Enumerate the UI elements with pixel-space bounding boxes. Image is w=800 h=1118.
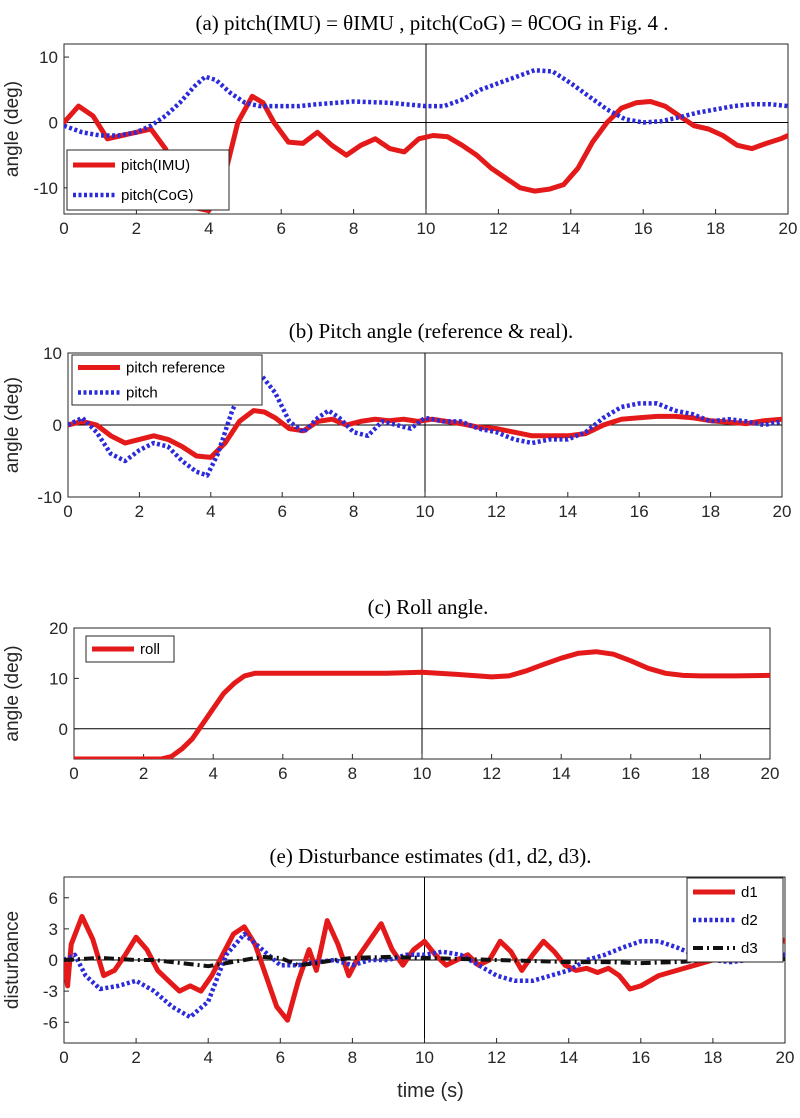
x-tick-label: 4 bbox=[203, 1048, 212, 1067]
x-tick-label: 16 bbox=[634, 219, 653, 238]
series-line-d2 bbox=[64, 931, 785, 1020]
y-tick-label: 10 bbox=[49, 669, 68, 688]
y-tick-label: -6 bbox=[43, 1013, 58, 1032]
y-tick-label: 0 bbox=[59, 720, 68, 739]
legend-box bbox=[71, 354, 263, 406]
legend-label: d3 bbox=[741, 940, 758, 957]
x-tick-label: 8 bbox=[349, 219, 358, 238]
legend-label: pitch(IMU) bbox=[121, 157, 190, 174]
series-line-d1 bbox=[64, 913, 785, 1023]
legend-label: pitch bbox=[126, 385, 158, 402]
x-tick-label: 20 bbox=[776, 1048, 795, 1067]
y-tick-label: 10 bbox=[39, 48, 58, 67]
x-tick-label: 0 bbox=[59, 1048, 68, 1067]
y-axis-label: disturbance bbox=[2, 911, 23, 1009]
x-axis-label: time (s) bbox=[397, 1080, 464, 1102]
x-tick-label: 14 bbox=[559, 1048, 578, 1067]
x-tick-label: 8 bbox=[349, 502, 358, 521]
x-tick-label: 16 bbox=[630, 502, 649, 521]
legend-label: pitch(CoG) bbox=[121, 187, 194, 204]
x-tick-label: 10 bbox=[416, 502, 435, 521]
y-axis-label: angle (deg) bbox=[2, 377, 23, 473]
y-tick-label: -3 bbox=[43, 982, 58, 1001]
x-tick-label: 6 bbox=[278, 764, 287, 783]
legend-label: d1 bbox=[741, 884, 758, 901]
x-tick-label: 0 bbox=[59, 219, 68, 238]
legend: d1 d2 d3 bbox=[686, 877, 784, 963]
x-tick-label: 2 bbox=[139, 764, 148, 783]
x-tick-label: 6 bbox=[277, 502, 286, 521]
x-tick-label: 12 bbox=[487, 502, 506, 521]
y-tick-label: 3 bbox=[49, 920, 58, 939]
series-line-d3 bbox=[64, 954, 785, 969]
chart-panel-a: (a) pitch(IMU) = θIMU , pitch(CoG) = θCO… bbox=[2, 11, 797, 238]
x-tick-label: 4 bbox=[208, 764, 217, 783]
y-tick-label: 20 bbox=[49, 619, 68, 638]
x-tick-label: 2 bbox=[131, 1048, 140, 1067]
legend-label: roll bbox=[140, 641, 160, 658]
x-tick-label: 6 bbox=[276, 219, 285, 238]
x-tick-label: 18 bbox=[691, 764, 710, 783]
chart-title: (b) Pitch angle (reference & real). bbox=[289, 319, 574, 343]
legend: roll bbox=[85, 635, 175, 663]
x-tick-label: 16 bbox=[621, 764, 640, 783]
series-line-pitch-cog- bbox=[64, 67, 788, 138]
y-tick-label: 6 bbox=[49, 889, 58, 908]
chart-title: (a) pitch(IMU) = θIMU , pitch(CoG) = θCO… bbox=[195, 11, 668, 35]
legend: pitch(IMU) pitch(CoG) bbox=[66, 149, 230, 211]
x-tick-label: 4 bbox=[204, 219, 213, 238]
y-axis-label: angle (deg) bbox=[2, 81, 23, 177]
x-tick-label: 20 bbox=[773, 502, 792, 521]
x-tick-label: 2 bbox=[132, 219, 141, 238]
y-tick-label: 0 bbox=[49, 951, 58, 970]
x-tick-label: 14 bbox=[561, 219, 580, 238]
legend-box bbox=[66, 149, 230, 211]
x-tick-label: 4 bbox=[206, 502, 215, 521]
x-tick-label: 2 bbox=[135, 502, 144, 521]
x-tick-label: 10 bbox=[413, 764, 432, 783]
x-tick-label: 10 bbox=[417, 219, 436, 238]
series-group bbox=[74, 649, 770, 759]
legend-label: d2 bbox=[741, 912, 758, 929]
x-tick-label: 6 bbox=[276, 1048, 285, 1067]
x-tick-label: 8 bbox=[348, 1048, 357, 1067]
x-tick-label: 20 bbox=[761, 764, 780, 783]
y-tick-label: -10 bbox=[33, 179, 58, 198]
y-axis-label: angle (deg) bbox=[2, 645, 23, 741]
x-tick-label: 8 bbox=[348, 764, 357, 783]
series-line-roll bbox=[74, 649, 770, 759]
y-tick-label: 0 bbox=[49, 113, 58, 132]
legend-label: pitch reference bbox=[126, 360, 225, 377]
x-tick-label: 0 bbox=[69, 764, 78, 783]
x-tick-label: 0 bbox=[63, 502, 72, 521]
x-tick-label: 18 bbox=[703, 1048, 722, 1067]
x-tick-label: 16 bbox=[631, 1048, 650, 1067]
x-tick-label: 12 bbox=[482, 764, 501, 783]
x-tick-label: 10 bbox=[415, 1048, 434, 1067]
x-tick-label: 18 bbox=[706, 219, 725, 238]
chart-title: (c) Roll angle. bbox=[368, 595, 489, 619]
chart-panel-d: (e) Disturbance estimates (d1, d2, d3). 0… bbox=[2, 844, 794, 1102]
y-tick-label: -10 bbox=[37, 488, 62, 507]
series-group bbox=[68, 372, 782, 478]
legend: pitch reference pitch bbox=[71, 354, 263, 406]
chart-title: (e) Disturbance estimates (d1, d2, d3). bbox=[270, 844, 592, 868]
x-tick-label: 12 bbox=[487, 1048, 506, 1067]
series-line-pitch bbox=[68, 372, 782, 478]
y-tick-label: 0 bbox=[53, 416, 62, 435]
y-tick-label: 10 bbox=[43, 344, 62, 363]
x-tick-label: 12 bbox=[489, 219, 508, 238]
x-tick-label: 14 bbox=[558, 502, 577, 521]
chart-panel-b: (b) Pitch angle (reference & real). 0 2 4 6 8… bbox=[2, 319, 791, 521]
chart-panel-c: (c) Roll angle. 0 2 4 6 8 10 12 14 16 18 20 0 10 20 ang… bbox=[2, 595, 779, 783]
x-tick-label: 14 bbox=[552, 764, 571, 783]
x-tick-label: 18 bbox=[701, 502, 720, 521]
series-group bbox=[64, 913, 785, 1023]
series-line-pitch-reference bbox=[68, 408, 782, 460]
x-tick-label: 20 bbox=[779, 219, 798, 238]
